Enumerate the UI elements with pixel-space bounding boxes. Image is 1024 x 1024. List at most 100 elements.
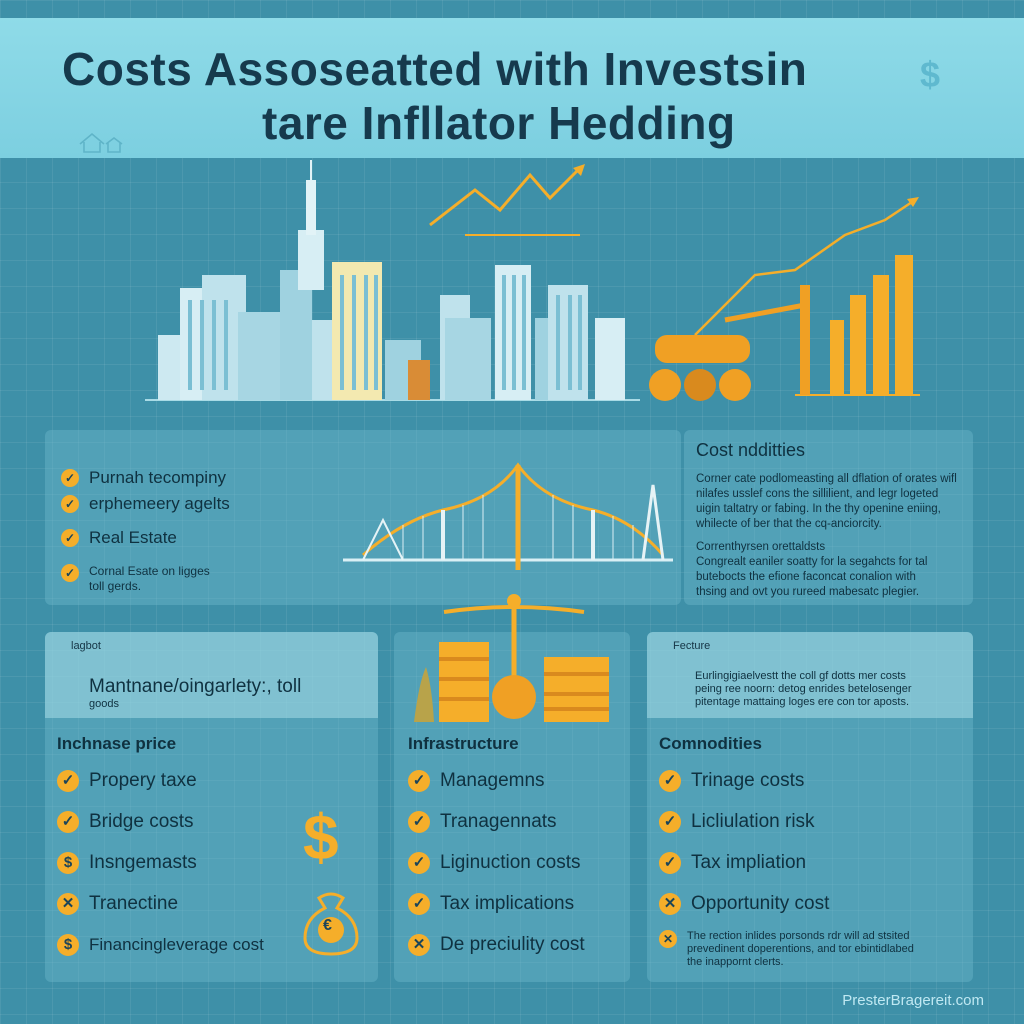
list-item-label: Tranectine [89,893,179,914]
paragraph-line: butebocts the efione faconcat conalion w… [696,571,916,583]
check-icon: ✓ [61,564,79,582]
paragraph-line: pitentage mattaing loges ere con tor apo… [695,696,910,708]
panel-tag: Fecture [673,640,711,652]
list-item-label: Liginuction costs [440,852,581,873]
footnote-line: toll gerds. [89,579,142,593]
list-item: ✓ Real Estate [61,528,177,548]
footnote-line: The rection inlides porsonds rdr will ad… [687,930,910,942]
check-icon: ✓ [659,852,681,874]
list-item: ✓ Tax impliation [659,852,806,874]
panel-header [647,632,973,718]
column-heading: Comnodities [659,734,762,753]
list-item-label: Propery taxe [89,770,197,791]
cross-icon: ✕ [659,893,681,915]
list-item: ✕ De preciulity cost [408,934,585,956]
check-icon: ✓ [57,811,79,833]
paragraph-line: Congrealt eaniler soatty for la segahcts… [696,556,928,568]
paragraph-line: uigin taltatry or fabing. In the thy ope… [696,503,941,515]
city-skyline-illustration [145,160,640,401]
list-item: ✓ Trinage costs [659,770,804,792]
check-icon: ✓ [659,770,681,792]
list-item: ✓ Bridge costs [57,811,194,833]
watermark: PresterBragereit.com [842,992,984,1009]
dollar-icon: $ [303,801,339,873]
list-item: ✕ Tranectine [57,893,178,915]
check-icon: ✓ [61,529,79,547]
check-icon: ✓ [57,770,79,792]
panel-header-subtitle: goods [89,698,119,710]
cross-icon: ✕ [57,893,79,915]
dollar-icon: $ [920,54,941,95]
footnote-line: the inappornt clerts. [687,956,784,968]
dollar-icon: $ [57,934,79,956]
list-item-label: Bridge costs [89,811,194,832]
list-item-label: Financingleverage cost [89,935,264,954]
list-item: $ Financingleverage cost [57,934,264,956]
middle-right-panel: Cost ndditties Corner cate podlomeasting… [684,430,973,605]
panel-header-title: Mantnane/oingarlety:, toll [89,676,302,697]
list-item-label: Opportunity cost [691,893,830,914]
list-item-label: Managemns [440,770,545,791]
scale-and-coins-illustration [414,594,609,722]
list-item: ✓ erphemeery agelts [61,494,230,514]
check-icon: ✓ [61,495,79,513]
euro-icon: € [323,917,332,934]
money-bag-icon [303,892,359,956]
check-icon: ✓ [61,469,79,487]
list-item: ✓ Licliulation risk [659,811,815,833]
page-title-line-2: tare Infllator Hedding [262,97,736,149]
check-icon: ✓ [408,770,430,792]
panel-paragraph-1: Corner cate podlomeasting all dflation o… [696,472,968,532]
list-item-label: Real Estate [89,528,177,547]
middle-left-panel: ✓ Purnah tecompiny ✓ erphemeery agelts ✓… [45,430,681,605]
list-item: ✓ Managemns [408,770,545,792]
list-item: ✓ Cornal Esate on ligges toll gerds. [61,564,210,594]
list-item: ✓ Propery taxe [57,770,197,792]
paragraph-line: Correnthyrsen orettaldsts [696,541,826,553]
check-icon: ✓ [659,811,681,833]
paragraph-line: Eurlingigiaelvestt the coll gf dotts mer… [695,670,906,682]
column-heading: Inchnase price [57,734,177,753]
paragraph-line: nilafes usslef cons the sillilient, and … [696,488,939,500]
footnote-line: Cornal Esate on ligges [89,564,210,578]
list-item: ✕ Opportunity cost [659,893,829,915]
title-banner: Costs Assoseatted with Investsin tare In… [0,18,1024,158]
list-item: ✓ Tax implications [408,893,574,915]
check-icon: ✓ [408,852,430,874]
list-item-label: Licliulation risk [691,811,815,832]
paragraph-line: peing ree noorn: detog enrides betelosen… [695,683,912,695]
paragraph-line: Corner cate podlomeasting all dflation o… [696,473,957,485]
footnote-line: prevedinent doperentions, and tor ebinti… [687,943,914,955]
dollar-icon: $ [57,852,79,874]
list-item-label: Trinage costs [691,770,805,791]
column-heading: Infrastructure [408,734,519,753]
commodity-growth-illustration [649,197,920,401]
list-item-label: erphemeery agelts [89,494,230,513]
list-item-label: Tax implications [440,893,575,914]
panel-header-body: Eurlingigiaelvestt the coll gf dotts mer… [695,670,967,709]
list-item: ✓ Purnah tecompiny [61,468,226,488]
panel-heading: Cost ndditties [696,440,806,460]
list-item: ✕ The rection inlides porsonds rdr will … [659,930,914,969]
panel-header [45,632,378,718]
house-icon [79,132,123,153]
list-item: ✓ Liginuction costs [408,852,580,874]
cross-icon: ✕ [408,934,430,956]
list-item-label: Purnah tecompiny [89,468,227,487]
column-panel-2: Infrastructure ✓ Managemns ✓ Tranagennat… [394,594,630,982]
list-item-label: Insngemasts [89,852,197,873]
page-title-line-1: Costs Assoseatted with Investsin [62,43,808,95]
paragraph-line: thsing and ovt you rureed mabesatc plegi… [696,586,920,598]
panel-paragraph-2: Correnthyrsen orettaldsts Congrealt eani… [696,540,968,600]
list-item: ✓ Tranagennats [408,811,557,833]
list-item-label: De preciulity cost [440,934,585,955]
panel-tag: lagbot [71,640,101,652]
column-panel-1: lagbot Mantnane/oingarlety:, toll goods … [45,632,378,982]
column-panel-3: Fecture Eurlingigiaelvestt the coll gf d… [647,632,973,982]
growth-arrow-icon [429,164,585,236]
check-icon: ✓ [408,893,430,915]
cross-icon: ✕ [659,930,677,948]
list-item-label: Tax impliation [691,852,807,873]
bridge-illustration [343,462,673,570]
list-item-label: Tranagennats [440,811,557,832]
